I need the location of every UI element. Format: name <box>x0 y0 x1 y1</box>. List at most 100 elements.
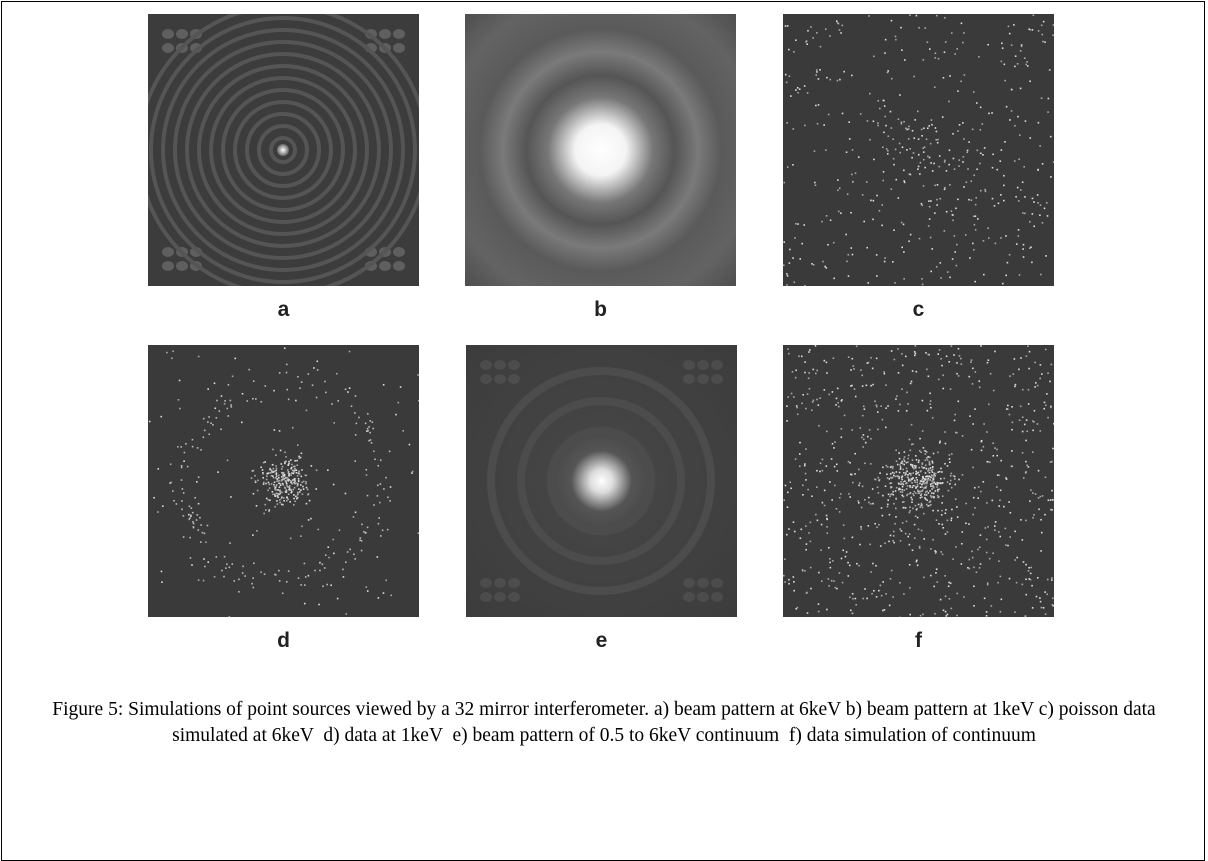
background <box>466 345 737 617</box>
photon-dot <box>230 496 232 498</box>
photon-dot <box>294 480 296 482</box>
photon-dot <box>1016 243 1018 245</box>
photon-dot <box>986 431 988 433</box>
photon-dot <box>1039 378 1041 380</box>
photon-dot <box>826 515 828 517</box>
photon-dot <box>242 393 244 395</box>
photon-dot <box>810 541 812 543</box>
photon-dot <box>922 284 924 286</box>
simulation-image <box>783 14 1054 286</box>
photon-dot <box>897 464 899 466</box>
photon-dot <box>839 511 841 513</box>
photon-dot <box>288 463 290 465</box>
photon-dot <box>313 367 315 369</box>
photon-dot <box>986 615 988 617</box>
photon-dot <box>929 464 931 466</box>
photon-dot <box>902 463 904 465</box>
photon-dot <box>900 468 902 470</box>
photon-dot <box>252 398 254 400</box>
photon-dot <box>871 593 873 595</box>
photon-dot <box>298 577 300 579</box>
photon-dot <box>820 549 822 551</box>
photon-dot <box>1043 408 1045 410</box>
photon-dot <box>810 588 812 590</box>
photon-dot <box>912 487 914 489</box>
photon-dot <box>910 234 912 236</box>
photon-dot <box>1050 176 1052 178</box>
photon-dot <box>349 351 351 353</box>
photon-dot <box>815 74 817 76</box>
photon-dot <box>923 151 925 153</box>
photon-dot <box>805 408 807 410</box>
photon-dot <box>274 495 276 497</box>
photon-dot <box>189 537 191 539</box>
photon-dot <box>275 487 277 489</box>
photon-dot <box>955 546 957 548</box>
photon-dot <box>192 521 194 523</box>
photon-dot <box>786 122 788 124</box>
photon-dot <box>801 356 803 358</box>
photon-dot <box>271 483 273 485</box>
photon-dot <box>937 452 939 454</box>
photon-dot <box>956 506 958 508</box>
photon-dot <box>1049 381 1051 383</box>
photon-dot <box>1022 416 1024 418</box>
photon-dot <box>827 244 829 246</box>
photon-dot <box>802 569 804 571</box>
photon-dot <box>910 174 912 176</box>
photon-dot <box>837 80 839 82</box>
photon-dot <box>945 41 947 43</box>
photon-dot <box>886 473 888 475</box>
photon-dot <box>1052 34 1054 36</box>
sidelobe <box>508 578 520 588</box>
photon-dot <box>968 141 970 143</box>
photon-dot <box>1049 69 1051 71</box>
photon-dot <box>226 408 228 410</box>
photon-dot <box>1009 536 1011 538</box>
photon-dot <box>804 570 806 572</box>
photon-dot <box>285 481 287 483</box>
photon-dot <box>987 44 989 46</box>
photon-dot <box>956 244 958 246</box>
photon-dot <box>987 362 989 364</box>
photon-dot <box>969 415 971 417</box>
photon-dot <box>367 495 369 497</box>
photon-dot <box>887 135 889 137</box>
photon-dot <box>958 165 960 167</box>
photon-dot <box>994 529 996 531</box>
photon-dot <box>866 598 868 600</box>
photon-dot <box>915 492 917 494</box>
photon-dot <box>1045 255 1047 257</box>
photon-dot <box>881 225 883 227</box>
photon-dot <box>1053 161 1054 163</box>
photon-dot <box>896 487 898 489</box>
photon-dot <box>832 560 834 562</box>
photon-dot <box>224 400 226 402</box>
photon-dot <box>906 470 908 472</box>
photon-dot <box>919 483 921 485</box>
photon-dot <box>906 521 908 523</box>
photon-dot <box>272 471 274 473</box>
photon-dot <box>851 247 853 249</box>
photon-dot <box>970 361 972 363</box>
photon-dot <box>884 542 886 544</box>
photon-dot <box>892 138 894 140</box>
photon-dot <box>946 355 948 357</box>
photon-dot <box>786 420 788 422</box>
photon-dot <box>882 581 884 583</box>
photon-dot <box>220 428 222 430</box>
photon-dot <box>898 118 900 120</box>
photon-dot <box>190 557 192 559</box>
photon-dot <box>976 571 978 573</box>
photon-dot <box>283 472 285 474</box>
photon-dot <box>945 509 947 511</box>
photon-dot <box>899 582 901 584</box>
photon-dot <box>263 513 265 515</box>
photon-dot <box>805 473 807 475</box>
photon-dot <box>986 552 988 554</box>
photon-dot <box>1037 169 1039 171</box>
photon-dot <box>885 384 887 386</box>
photon-dot <box>963 138 965 140</box>
photon-dot <box>890 466 892 468</box>
photon-dot <box>799 453 801 455</box>
